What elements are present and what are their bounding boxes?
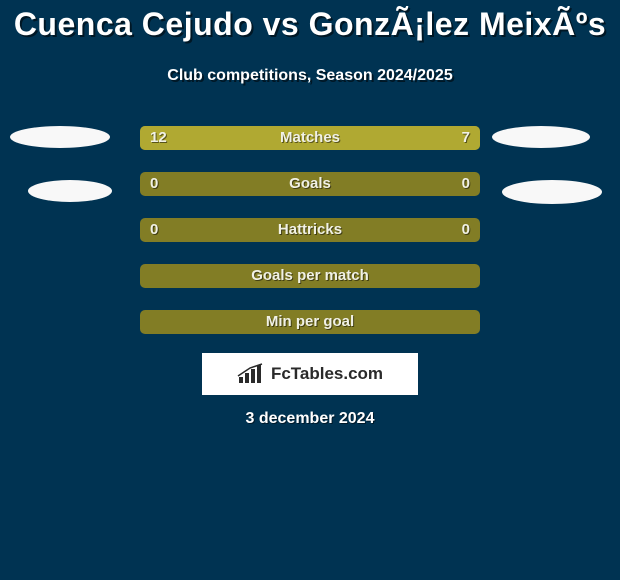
stat-bar: Min per goal [140, 310, 480, 334]
player-blob-0 [10, 126, 110, 148]
stat-bar: Hattricks0 0 [140, 218, 480, 242]
comparison-card: Cuenca Cejudo vs GonzÃ¡lez MeixÃºs Club … [0, 0, 620, 580]
stat-bar: Matches12 7 [140, 126, 480, 150]
bar-value-left: 0 [150, 218, 158, 242]
page-subtitle: Club competitions, Season 2024/2025 [0, 67, 620, 85]
date-label: 3 december 2024 [0, 410, 620, 428]
bar-value-right: 0 [462, 172, 470, 196]
logo-text: FcTables.com [271, 364, 383, 384]
player-blob-2 [492, 126, 590, 148]
bar-value-left: 0 [150, 172, 158, 196]
bar-label: Hattricks [140, 218, 480, 242]
stat-bar: Goals0 0 [140, 172, 480, 196]
bar-value-right: 7 [462, 126, 470, 150]
bar-value-left: 12 [150, 126, 167, 150]
stat-bars: Matches127Goals00Hattricks00Goals per ma… [140, 126, 480, 356]
stat-bar: Goals per match [140, 264, 480, 288]
bar-label: Goals [140, 172, 480, 196]
bars-icon [237, 363, 265, 385]
bar-label: Matches [140, 126, 480, 150]
player-blob-1 [28, 180, 112, 202]
bar-value-right: 0 [462, 218, 470, 242]
page-title: Cuenca Cejudo vs GonzÃ¡lez MeixÃºs [0, 0, 620, 43]
bar-label: Min per goal [140, 310, 480, 334]
player-blob-3 [502, 180, 602, 204]
logo-box: FcTables.com [202, 353, 418, 395]
bar-label: Goals per match [140, 264, 480, 288]
